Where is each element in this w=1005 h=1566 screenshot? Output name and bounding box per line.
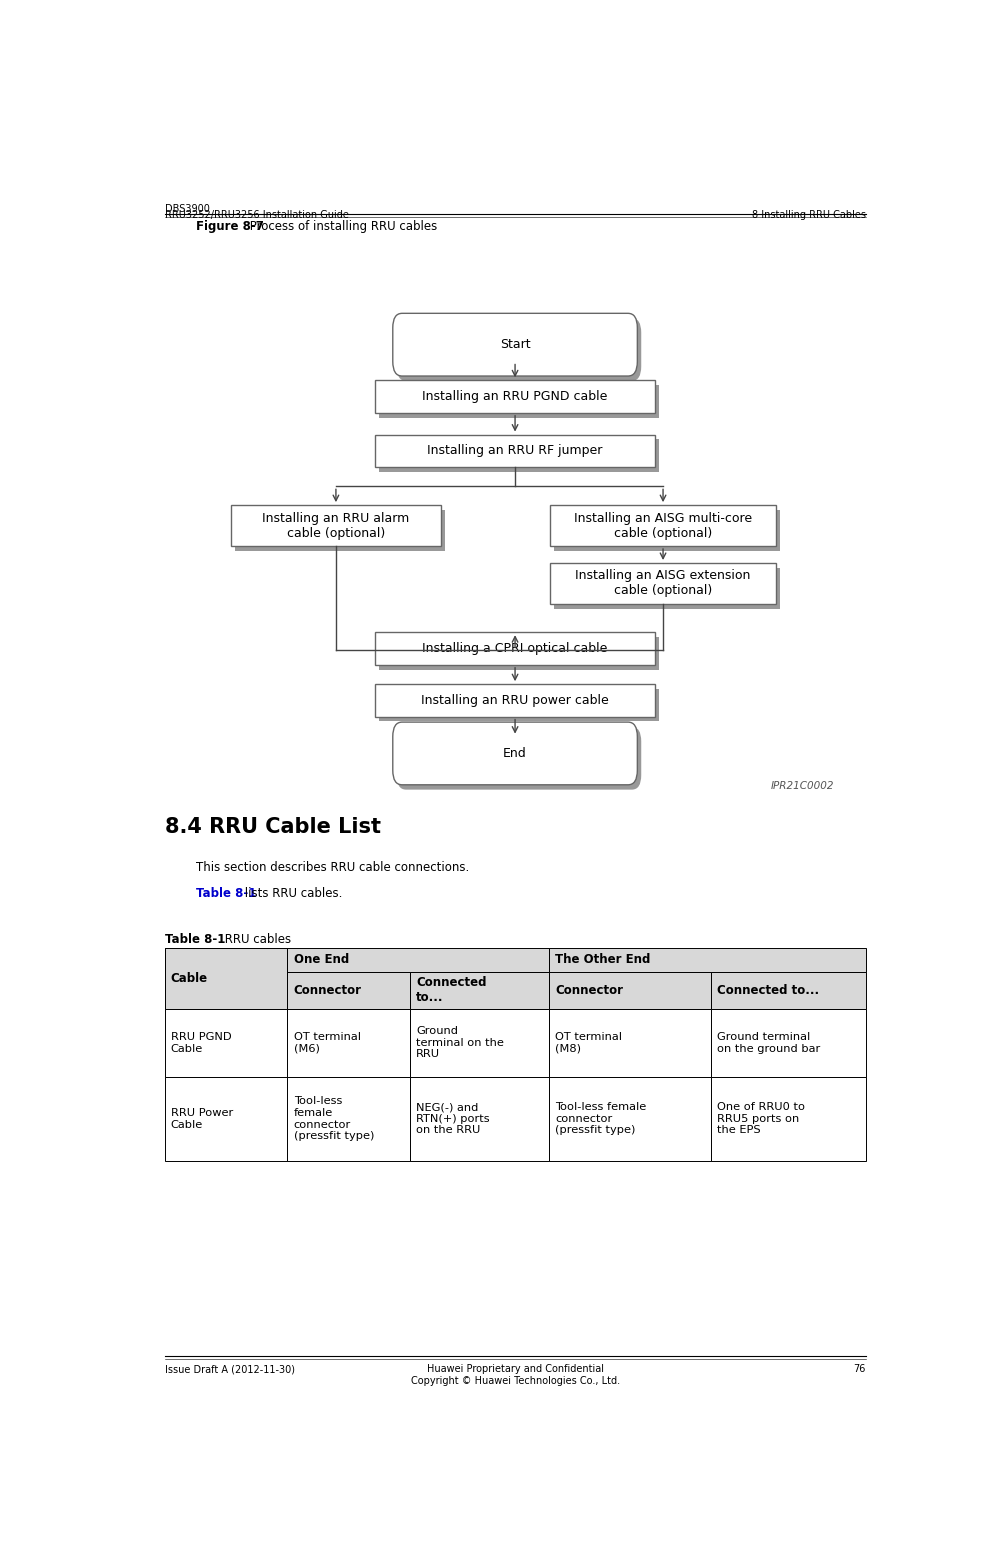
Text: Installing an AISG multi-core
cable (optional): Installing an AISG multi-core cable (opt… [574, 512, 752, 540]
Text: lists RRU cables.: lists RRU cables. [241, 888, 343, 900]
Bar [165, 947, 287, 1009]
Text: Connected
to...: Connected to... [416, 976, 486, 1004]
Text: Tool-less
female
connector
(pressfit type): Tool-less female connector (pressfit typ… [293, 1096, 374, 1142]
Text: Installing a CPRI optical cable: Installing a CPRI optical cable [422, 642, 608, 655]
Text: One of RRU0 to
RRU5 ports on
the EPS: One of RRU0 to RRU5 ports on the EPS [718, 1102, 805, 1135]
Text: OT terminal
(M6): OT terminal (M6) [293, 1032, 361, 1054]
Bar [712, 971, 865, 1009]
Text: RRU3252/RRU3256 Installation Guide: RRU3252/RRU3256 Installation Guide [165, 210, 349, 219]
Bar [554, 511, 780, 551]
Text: Start: Start [499, 338, 531, 351]
Text: Issue Draft A (2012-11-30): Issue Draft A (2012-11-30) [165, 1364, 294, 1375]
Text: IPR21C0002: IPR21C0002 [771, 781, 834, 791]
Text: This section describes RRU cable connections.: This section describes RRU cable connect… [196, 861, 469, 874]
Text: Connected to...: Connected to... [718, 983, 819, 998]
Bar [549, 971, 712, 1009]
Bar [231, 506, 441, 547]
Text: Table 8-1: Table 8-1 [165, 933, 225, 946]
Text: Installing an RRU RF jumper: Installing an RRU RF jumper [427, 445, 603, 457]
Bar [287, 971, 410, 1009]
Text: One End: One End [293, 954, 349, 966]
Text: RRU Power
Cable: RRU Power Cable [171, 1109, 233, 1129]
Text: Installing an AISG extension
cable (optional): Installing an AISG extension cable (opti… [575, 570, 751, 597]
FancyBboxPatch shape [397, 727, 641, 789]
Bar [287, 1009, 410, 1076]
FancyBboxPatch shape [393, 722, 637, 785]
Text: Installing an RRU power cable: Installing an RRU power cable [421, 694, 609, 706]
Bar [379, 385, 659, 418]
Bar [379, 689, 659, 722]
Text: Tool-less female
connector
(pressfit type): Tool-less female connector (pressfit typ… [555, 1102, 646, 1135]
Text: Table 8-1: Table 8-1 [196, 888, 256, 900]
Text: RRU PGND
Cable: RRU PGND Cable [171, 1032, 231, 1054]
Text: 8.4 RRU Cable List: 8.4 RRU Cable List [165, 817, 381, 838]
Text: Huawei Proprietary and Confidential
Copyright © Huawei Technologies Co., Ltd.: Huawei Proprietary and Confidential Copy… [410, 1364, 620, 1386]
Text: Connector: Connector [293, 983, 362, 998]
Bar [165, 1009, 287, 1076]
Text: Process of installing RRU cables: Process of installing RRU cables [246, 221, 437, 233]
Bar [375, 381, 655, 413]
Text: Ground
terminal on the
RRU: Ground terminal on the RRU [416, 1026, 505, 1060]
Text: RRU cables: RRU cables [221, 933, 290, 946]
Bar [550, 506, 776, 547]
Bar [235, 511, 445, 551]
Bar [375, 434, 655, 467]
Bar [550, 562, 776, 604]
FancyBboxPatch shape [393, 313, 637, 376]
Bar [410, 1009, 549, 1076]
FancyBboxPatch shape [397, 318, 641, 381]
Bar [287, 1076, 410, 1160]
Bar [165, 947, 287, 1009]
Bar [287, 947, 549, 971]
Text: OT terminal
(M8): OT terminal (M8) [555, 1032, 622, 1054]
Bar [379, 440, 659, 471]
Text: DBS3900: DBS3900 [165, 204, 209, 213]
Text: Ground terminal
on the ground bar: Ground terminal on the ground bar [718, 1032, 820, 1054]
Bar [549, 1009, 712, 1076]
Bar [410, 1076, 549, 1160]
Text: Connector: Connector [555, 983, 623, 998]
Bar [549, 1076, 712, 1160]
Bar [375, 633, 655, 666]
Bar [165, 1076, 287, 1160]
Bar [554, 568, 780, 609]
Bar [712, 1076, 865, 1160]
Bar [712, 1009, 865, 1076]
Text: End: End [504, 747, 527, 760]
Text: NEG(-) and
RTN(+) ports
on the RRU: NEG(-) and RTN(+) ports on the RRU [416, 1102, 490, 1135]
Text: 8 Installing RRU Cables: 8 Installing RRU Cables [752, 210, 865, 219]
Text: 76: 76 [853, 1364, 865, 1375]
Bar [379, 637, 659, 670]
Bar [549, 947, 865, 971]
Text: Installing an RRU alarm
cable (optional): Installing an RRU alarm cable (optional) [262, 512, 410, 540]
Text: Installing an RRU PGND cable: Installing an RRU PGND cable [422, 390, 608, 402]
Text: The Other End: The Other End [555, 954, 650, 966]
Bar [375, 684, 655, 717]
Text: Figure 8-7: Figure 8-7 [196, 221, 263, 233]
Text: Cable: Cable [171, 972, 208, 985]
Bar [410, 971, 549, 1009]
